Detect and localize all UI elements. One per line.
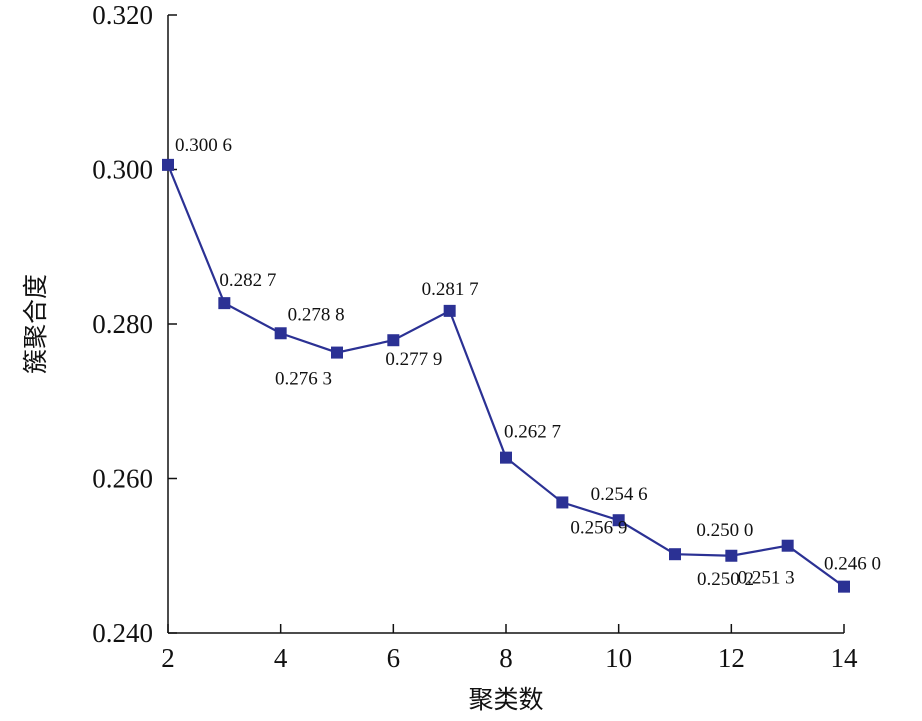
data-point-marker (612, 514, 625, 527)
data-labels: 0.300 6 0.282 7 0.278 8 0.276 3 0.277 9 0.281… (175, 135, 881, 590)
data-label: 0.276 3 (275, 369, 332, 390)
x-tick-label: 4 (274, 643, 288, 673)
data-label: 0.250 2 (697, 569, 754, 590)
data-label: 0.246 0 (824, 554, 881, 575)
data-point-marker (274, 327, 287, 340)
data-label: 0.300 6 (175, 135, 232, 156)
data-point-marker (500, 451, 512, 464)
data-point-marker (669, 548, 681, 561)
data-label: 0.278 8 (288, 304, 345, 325)
data-point-marker (443, 304, 456, 317)
x-axis-title: 聚类数 (468, 685, 543, 714)
x-tick-label: 8 (499, 643, 513, 673)
data-label: 0.256 9 (570, 517, 627, 538)
data-point-marker (725, 549, 738, 562)
data-point-marker (838, 580, 850, 593)
data-label: 0.282 7 (219, 270, 276, 291)
x-tick-label: 6 (387, 643, 401, 673)
data-label: 0.277 9 (385, 349, 442, 370)
data-point-marker (556, 496, 569, 509)
data-label: 0.262 7 (504, 422, 561, 443)
data-point-marker (162, 158, 174, 171)
data-label: 0.281 7 (422, 279, 479, 300)
y-tick-label: 0.260 (92, 464, 153, 494)
y-axis-title: 簇聚合度 (21, 274, 50, 374)
series (162, 158, 850, 593)
data-point-marker (781, 539, 794, 552)
data-label: 0.250 0 (696, 520, 753, 541)
data-label: 0.254 6 (591, 484, 648, 505)
x-tick-label: 12 (718, 643, 745, 673)
ticks: 0.240 0.260 0.280 0.300 0.320 2 4 6 8 10 12 14 (92, 0, 858, 673)
data-point-marker (387, 334, 400, 347)
y-tick-label: 0.280 (92, 309, 153, 339)
x-tick-label: 10 (605, 643, 632, 673)
y-tick-label: 0.320 (92, 0, 153, 30)
data-label: 0.251 3 (738, 568, 795, 589)
x-tick-label: 14 (831, 643, 859, 673)
data-point-marker (218, 297, 231, 310)
y-tick-label: 0.300 (92, 155, 153, 185)
y-tick-label: 0.240 (92, 618, 153, 648)
x-tick-label: 2 (161, 643, 175, 673)
data-point-marker (331, 346, 343, 359)
